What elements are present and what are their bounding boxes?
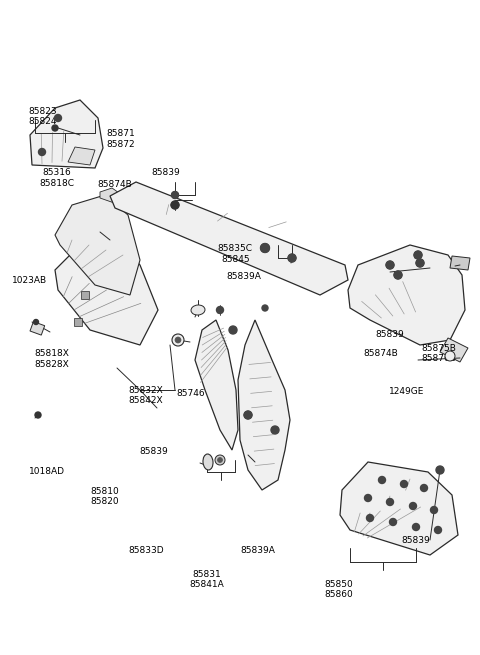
Circle shape — [379, 476, 385, 483]
Polygon shape — [238, 320, 290, 490]
Polygon shape — [195, 320, 238, 450]
Polygon shape — [450, 256, 470, 270]
Circle shape — [364, 495, 372, 502]
Circle shape — [216, 307, 224, 314]
Text: 85875B
85876B: 85875B 85876B — [421, 344, 456, 364]
Circle shape — [389, 519, 396, 525]
Text: 85871
85872: 85871 85872 — [107, 129, 135, 149]
Circle shape — [445, 351, 455, 361]
Text: 85823
85824: 85823 85824 — [28, 107, 57, 126]
Text: 85874B: 85874B — [98, 180, 132, 189]
Circle shape — [400, 481, 408, 487]
Polygon shape — [100, 188, 122, 205]
Circle shape — [171, 201, 179, 209]
Text: 85839A: 85839A — [240, 546, 275, 555]
Circle shape — [262, 305, 268, 311]
Text: 85833D: 85833D — [129, 546, 164, 555]
Text: 85831
85841A: 85831 85841A — [189, 570, 224, 590]
Circle shape — [261, 244, 269, 252]
Polygon shape — [340, 462, 458, 555]
Circle shape — [215, 455, 225, 465]
Circle shape — [35, 412, 41, 418]
Circle shape — [412, 523, 420, 531]
Text: 85746: 85746 — [177, 389, 205, 398]
Circle shape — [420, 485, 428, 491]
Text: 1249GE: 1249GE — [389, 387, 424, 396]
Circle shape — [416, 259, 424, 267]
Text: 85839: 85839 — [401, 536, 430, 545]
Text: 85835C
85845: 85835C 85845 — [218, 244, 252, 264]
Circle shape — [409, 502, 417, 510]
Circle shape — [175, 337, 181, 343]
Text: 85850
85860: 85850 85860 — [324, 580, 353, 599]
Circle shape — [217, 457, 223, 462]
Text: 85316
85818C: 85316 85818C — [39, 168, 74, 188]
Circle shape — [271, 426, 279, 434]
Circle shape — [171, 191, 179, 198]
Circle shape — [414, 251, 422, 259]
Polygon shape — [68, 147, 95, 165]
Text: 1018AD: 1018AD — [29, 467, 65, 476]
Circle shape — [172, 334, 184, 346]
Polygon shape — [110, 182, 348, 295]
Polygon shape — [30, 100, 103, 168]
Bar — [81, 291, 89, 299]
Polygon shape — [55, 240, 158, 345]
Polygon shape — [348, 245, 465, 345]
Circle shape — [394, 271, 402, 279]
Circle shape — [394, 271, 402, 279]
Circle shape — [288, 254, 296, 262]
Circle shape — [229, 326, 237, 334]
Circle shape — [38, 149, 46, 155]
Circle shape — [386, 498, 394, 506]
Text: 85832X
85842X: 85832X 85842X — [129, 386, 163, 405]
Text: 85839: 85839 — [151, 168, 180, 177]
Circle shape — [386, 261, 394, 269]
Text: 85839: 85839 — [139, 447, 168, 457]
Circle shape — [261, 244, 269, 252]
Text: 85874B: 85874B — [364, 349, 398, 358]
Circle shape — [171, 202, 179, 208]
Ellipse shape — [203, 454, 213, 470]
Bar — [74, 318, 82, 326]
Circle shape — [244, 411, 252, 419]
Circle shape — [367, 514, 373, 521]
Circle shape — [55, 115, 61, 121]
Circle shape — [431, 506, 437, 514]
Circle shape — [414, 251, 422, 259]
Circle shape — [386, 261, 394, 269]
Bar — [30, 322, 45, 335]
Circle shape — [171, 201, 179, 209]
Polygon shape — [55, 195, 140, 295]
Text: 85839: 85839 — [375, 329, 404, 339]
Circle shape — [34, 320, 38, 324]
Text: 85839A: 85839A — [227, 272, 261, 281]
Polygon shape — [440, 338, 468, 362]
Text: 1023AB: 1023AB — [12, 276, 47, 285]
Circle shape — [416, 259, 424, 267]
Text: 85810
85820: 85810 85820 — [90, 487, 119, 506]
Text: 85818X
85828X: 85818X 85828X — [35, 349, 69, 369]
Circle shape — [171, 191, 179, 198]
Circle shape — [244, 411, 252, 419]
Ellipse shape — [191, 305, 205, 315]
Circle shape — [52, 125, 58, 131]
Circle shape — [434, 527, 442, 534]
Circle shape — [288, 254, 296, 262]
Circle shape — [436, 466, 444, 474]
